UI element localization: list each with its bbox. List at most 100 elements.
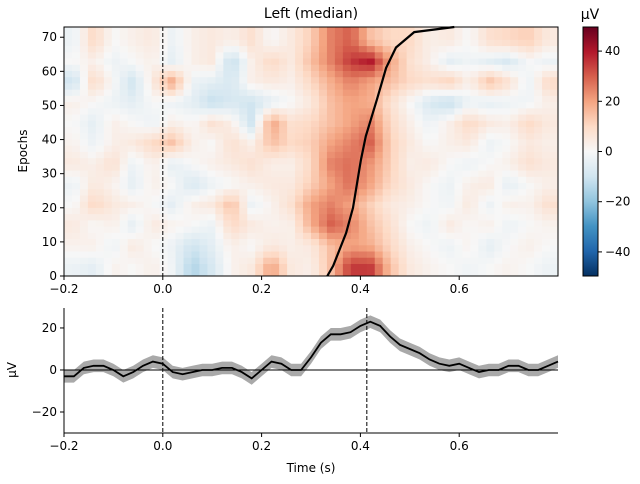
heatmap-cell [526, 64, 535, 71]
colorbar-tick-label: 20 [605, 94, 620, 108]
heatmap-cell [342, 157, 352, 165]
heatmap-cell [326, 201, 336, 208]
heatmap-cell [334, 157, 344, 165]
heatmap-cell [303, 176, 312, 184]
heatmap-cell [279, 269, 288, 277]
heatmap-cell [71, 195, 81, 202]
heatmap-cell [414, 58, 423, 65]
heatmap-cell [95, 145, 105, 152]
heatmap-cell [350, 95, 360, 103]
heatmap-cell [430, 188, 439, 196]
heatmap-cell [446, 195, 455, 202]
heatmap-cell [295, 64, 304, 71]
heatmap-cell [374, 263, 384, 271]
heatmap-cell [398, 157, 408, 165]
heatmap-cell [64, 64, 73, 71]
heatmap-cell [103, 114, 113, 121]
heatmap-cell [135, 207, 145, 215]
heatmap-cell [79, 195, 89, 202]
heatmap-cell [438, 101, 447, 109]
heatmap-cell [239, 170, 248, 177]
heatmap-cell [382, 83, 392, 90]
heatmap-cell [295, 95, 304, 103]
heatmap-cell [398, 76, 408, 84]
heatmap-cell [127, 163, 137, 171]
heatmap-cell [446, 269, 455, 277]
heatmap-cell [311, 182, 320, 190]
heatmap-cell [191, 182, 200, 190]
heatmap-cell [478, 45, 487, 53]
heatmap-cell [303, 58, 312, 65]
heatmap-cell [215, 58, 224, 65]
heatmap-cell [518, 132, 527, 140]
heatmap-cell [167, 95, 176, 103]
heatmap-cell [64, 269, 73, 277]
heatmap-cell [191, 157, 200, 165]
heatmap-cell [199, 269, 208, 277]
heatmap-ytick-label: 70 [42, 30, 57, 44]
heatmap-cell [358, 176, 368, 184]
heatmap-cell [454, 64, 463, 71]
heatmap-cell [374, 176, 384, 184]
heatmap-cell [358, 207, 368, 215]
heatmap-cell [127, 257, 137, 264]
heatmap-cell [462, 163, 471, 171]
heatmap-cell [414, 45, 423, 53]
colorbar-tick-label: 0 [605, 145, 613, 159]
heatmap-cell [159, 145, 168, 152]
heatmap-cell [422, 263, 431, 271]
heatmap-cell [303, 132, 312, 140]
heatmap-cell [255, 157, 264, 165]
heatmap-cell [239, 114, 248, 121]
heatmap-cell [406, 226, 415, 233]
heatmap-cell [151, 39, 161, 47]
heatmap-cell [295, 251, 304, 258]
heatmap-cell [438, 132, 447, 140]
heatmap-cell [486, 101, 495, 109]
heatmap-cell [135, 45, 145, 53]
heatmap-cell [422, 39, 431, 47]
heatmap-cell [255, 213, 264, 221]
heatmap-cell [71, 139, 81, 146]
heatmap-cell [175, 107, 184, 115]
heatmap-cell [390, 219, 400, 227]
heatmap-cell [438, 64, 447, 71]
heatmap-cell [287, 51, 296, 59]
evoked-ylabel: µV [5, 361, 19, 378]
heatmap-cell [542, 95, 551, 103]
heatmap-cell [454, 70, 463, 78]
heatmap-cell [183, 114, 192, 121]
heatmap-cell [64, 107, 73, 115]
heatmap-cell [518, 95, 527, 103]
heatmap-cell [390, 269, 400, 277]
heatmap-cell [191, 195, 200, 202]
heatmap-cell [135, 101, 145, 109]
heatmap-cell [215, 219, 224, 227]
heatmap-cell [143, 201, 153, 208]
heatmap-cell [454, 257, 463, 264]
heatmap-cell [478, 226, 487, 233]
heatmap-cell [422, 170, 431, 177]
heatmap-cell [534, 114, 543, 121]
heatmap-cell [342, 70, 352, 78]
heatmap-cell [135, 51, 145, 59]
heatmap-cell [87, 188, 97, 196]
heatmap-cell [71, 176, 81, 184]
heatmap-cell [103, 76, 113, 84]
heatmap-cell [151, 45, 161, 53]
heatmap-cell [263, 114, 272, 121]
heatmap-cell [95, 238, 105, 246]
heatmap-cell [143, 120, 153, 128]
heatmap-cell [287, 89, 296, 96]
heatmap-cell [167, 83, 176, 90]
heatmap-cell [326, 219, 336, 227]
heatmap-cell [247, 70, 256, 78]
heatmap-cell [318, 27, 328, 34]
heatmap-cell [542, 64, 551, 71]
heatmap-cell [79, 101, 89, 109]
heatmap-cell [526, 263, 535, 271]
heatmap-cell [334, 27, 344, 34]
heatmap-cell [518, 251, 527, 258]
heatmap-cell [478, 170, 487, 177]
heatmap-cell [64, 163, 73, 171]
